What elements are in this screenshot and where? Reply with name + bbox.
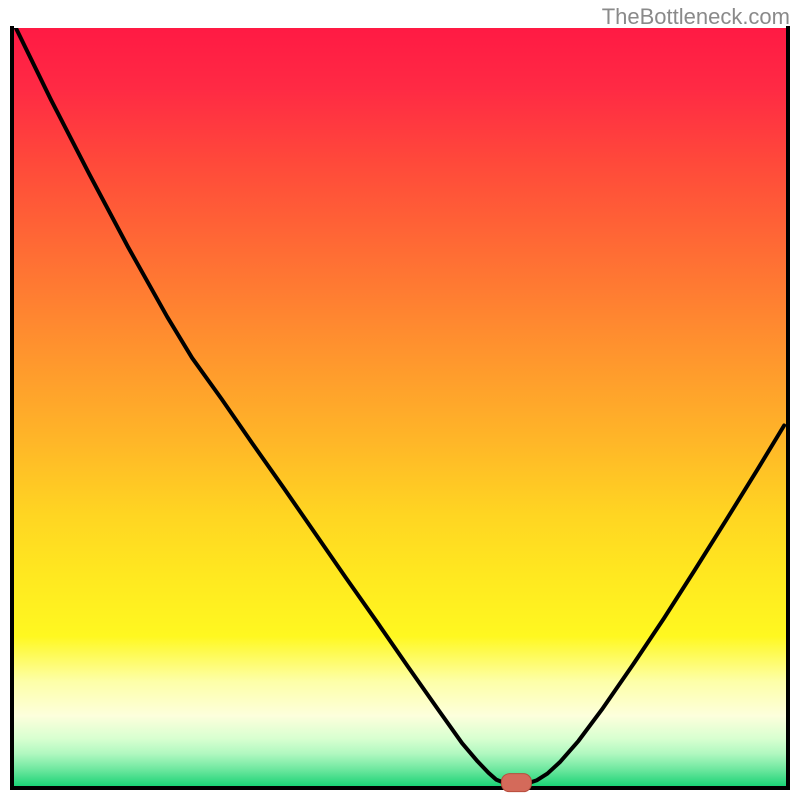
chart-background [12,28,788,788]
optimal-point-marker [501,774,531,792]
attribution-label: TheBottleneck.com [602,4,790,30]
bottleneck-chart [0,0,800,800]
